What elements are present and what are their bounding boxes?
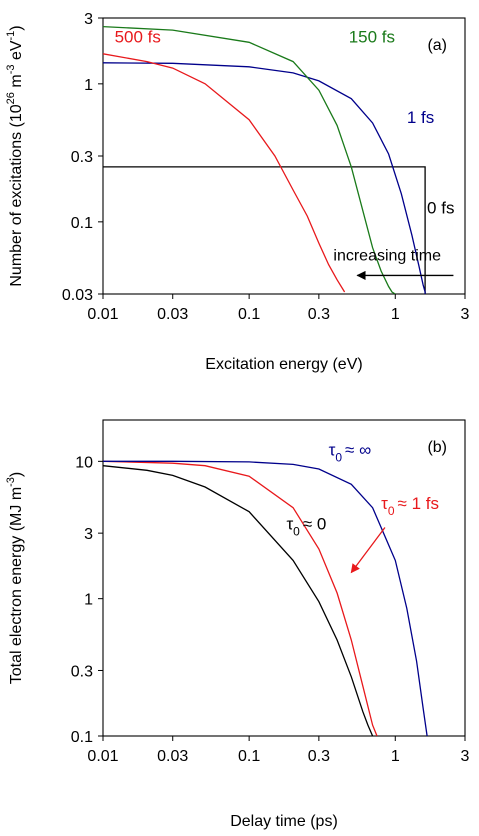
series-label-1: τ0 ≈ 1 fs [381,494,439,518]
x-tick-label: 0.1 [238,748,260,765]
series-label-3: 500 fs [115,27,161,46]
y-axis-label-part: ) [8,472,25,477]
x-tick-label: 0.1 [238,306,260,323]
y-axis-label-superscript: -1 [5,31,17,41]
x-axis-label: Delay time (ps) [230,813,338,830]
y-axis-label-part: Total electron energy (MJ m [8,487,25,684]
series-label-2: 150 fs [349,27,395,46]
y-axis-label-part: Number of excitations (10 [8,104,25,286]
series-label-subscript: 0 [293,524,300,538]
y-tick-label: 3 [84,526,93,543]
series-label-0: τ0 ≈ 0 [286,514,326,538]
x-tick-label: 1 [391,748,400,765]
y-tick-label: 1 [84,77,93,94]
series-line-1 [103,62,426,294]
y-axis-label-part: ) [8,25,25,30]
series-line-2 [103,25,396,294]
plot-frame [102,419,466,737]
series-label-value: ≈ 0 [303,514,327,533]
series-line-3 [103,53,346,293]
series-line-0 [103,465,374,736]
y-axis-label-part: eV [8,40,25,64]
x-tick-label: 0.03 [157,306,188,323]
y-tick-label: 0.1 [71,215,93,232]
series-line-2 [103,460,428,736]
series-label-1: 1 fs [407,108,434,127]
x-tick-label: 0.01 [87,748,118,765]
series-group [103,25,426,294]
y-axis-label-superscript: 26 [5,92,17,104]
x-tick-label: 1 [391,306,400,323]
series-label-value: ≈ 1 fs [398,494,439,513]
y-tick-label: 0.03 [62,287,93,304]
x-axis-label: Excitation energy (eV) [205,356,362,373]
y-axis-label-part: m [8,74,25,92]
y-tick-label: 1 [84,592,93,609]
series-line-1 [103,460,378,736]
y-tick-label: 3 [84,11,93,28]
x-tick-label: 3 [461,306,470,323]
x-tick-label: 0.01 [87,306,118,323]
panel-a: 0.01 0.03 0.1 0.3 1 3 0.03 0.1 0.3 1 3 Excitation e… [5,11,470,373]
series-label-subscript: 0 [335,451,342,465]
series-label-symbol: τ [329,441,336,460]
series-label-2: τ0 ≈ ∞ [329,441,372,465]
x-tick-label: 0.3 [308,306,330,323]
y-tick-label: 0.3 [71,149,93,166]
x-tick-label: 3 [461,748,470,765]
y-axis-label-superscript: -3 [5,65,17,75]
panel-label: (b) [427,439,447,456]
y-axis-label-superscript: -3 [5,477,17,487]
y-tick-label: 0.3 [71,663,93,680]
y-axis-label: Number of excitations (1026 m-3 eV-1) [5,25,25,286]
series-label-value: ≈ ∞ [345,441,371,460]
y-tick-label: 0.1 [71,729,93,746]
series-label-symbol: τ [381,494,388,513]
series-line-0 [103,166,426,294]
annotation-text: increasing time [333,247,441,264]
red-pointer-arrow [350,527,386,574]
panel-b: 0.01 0.03 0.1 0.3 1 3 0.1 0.3 1 3 10 Delay time (ps… [5,419,470,830]
y-tick-label: 10 [75,454,93,471]
series-label-subscript: 0 [388,504,395,518]
x-tick-label: 0.3 [308,748,330,765]
x-tick-label: 0.03 [157,748,188,765]
y-axis-label: Total electron energy (MJ m-3) [5,472,25,685]
series-group [103,460,428,736]
panel-label: (a) [427,37,447,54]
series-label-0: 0 fs [427,198,454,217]
series-label-symbol: τ [286,514,293,533]
